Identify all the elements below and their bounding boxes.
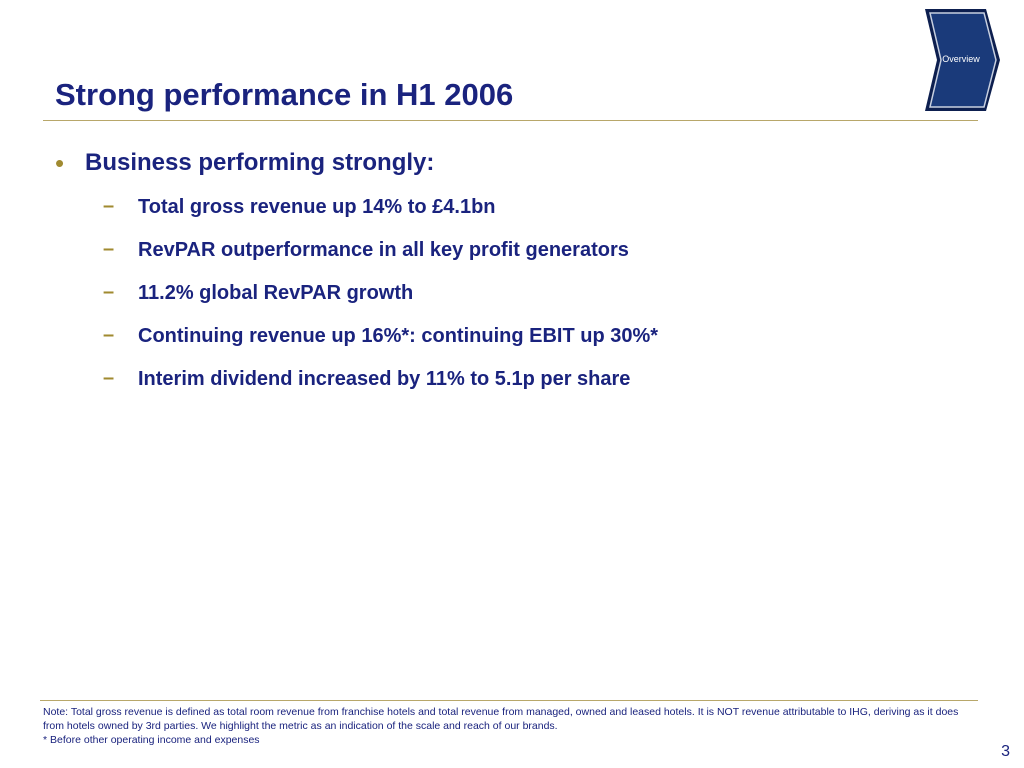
point-text: 11.2% global RevPAR growth <box>138 282 414 304</box>
point-text: Continuing revenue up 16%*: continuing E… <box>138 325 659 347</box>
point-text: Total gross revenue up 14% to £4.1bn <box>138 196 496 218</box>
main-bullet: • Business performing strongly: <box>55 146 434 180</box>
list-item: – Continuing revenue up 16%*: continuing… <box>103 322 658 365</box>
dash-icon: – <box>103 238 115 260</box>
footnote-note: Note: Total gross revenue is defined as … <box>43 706 959 732</box>
slide-title: Strong performance in H1 2006 <box>55 77 514 112</box>
bullet-heading: Business performing strongly: <box>85 149 435 176</box>
dash-icon: – <box>103 367 115 389</box>
list-item: – Total gross revenue up 14% to £4.1bn <box>103 193 658 236</box>
sub-point-list: – Total gross revenue up 14% to £4.1bn –… <box>103 193 658 408</box>
list-item: – 11.2% global RevPAR growth <box>103 279 658 322</box>
chevron-arrow-icon <box>925 9 1000 111</box>
footer-divider <box>40 700 978 701</box>
list-item: – Interim dividend increased by 11% to 5… <box>103 365 658 408</box>
dash-icon: – <box>103 324 115 346</box>
footnote: Note: Total gross revenue is defined as … <box>43 705 978 747</box>
point-text: Interim dividend increased by 11% to 5.1… <box>138 368 631 390</box>
page-number: 3 <box>1001 743 1010 760</box>
nav-label-overview: Overview <box>942 54 980 64</box>
point-text: RevPAR outperformance in all key profit … <box>138 239 629 261</box>
title-divider <box>43 120 978 121</box>
dash-icon: – <box>103 281 115 303</box>
section-nav-badge[interactable] <box>924 8 1002 112</box>
dash-icon: – <box>103 195 115 217</box>
bullet-icon: • <box>55 148 65 178</box>
list-item: – RevPAR outperformance in all key profi… <box>103 236 658 279</box>
footnote-asterisk: * Before other operating income and expe… <box>43 734 260 746</box>
